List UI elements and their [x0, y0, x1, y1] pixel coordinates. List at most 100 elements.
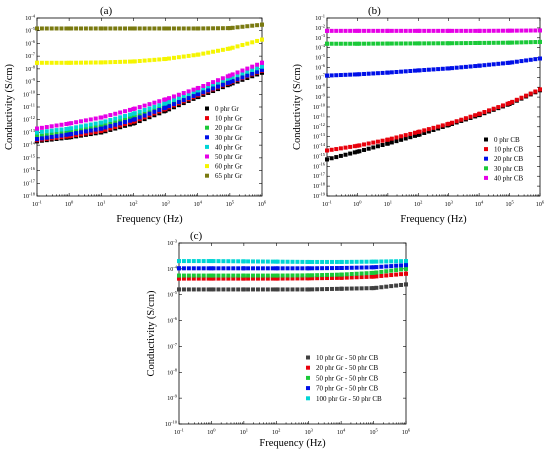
legend-marker — [484, 166, 488, 171]
data-point — [260, 276, 265, 281]
data-point — [394, 259, 399, 264]
data-point — [375, 28, 380, 33]
y-tick-label: 10-17 — [313, 172, 326, 181]
data-point — [364, 259, 369, 264]
data-point — [349, 275, 354, 280]
data-point — [385, 70, 390, 75]
data-point — [270, 273, 275, 278]
data-point — [221, 276, 226, 281]
data-point — [468, 41, 473, 46]
data-point — [127, 107, 132, 112]
data-point — [221, 287, 226, 292]
data-point — [157, 107, 162, 112]
data-point — [343, 152, 348, 157]
data-point — [412, 41, 417, 46]
data-point — [220, 26, 225, 31]
data-point — [394, 283, 399, 288]
x-tick-label: 103 — [305, 427, 314, 436]
data-point — [59, 26, 64, 31]
data-point — [371, 286, 376, 291]
legend-label: 10 phr Gr - 50 phr CB — [316, 354, 379, 362]
data-point — [412, 133, 417, 138]
data-point — [216, 287, 221, 292]
data-point — [250, 68, 255, 73]
data-point — [118, 110, 123, 115]
data-point — [260, 68, 264, 73]
data-point — [260, 266, 265, 271]
data-point — [241, 273, 246, 278]
data-point — [440, 28, 445, 33]
data-point — [325, 272, 330, 277]
data-point — [274, 287, 279, 292]
data-point — [459, 41, 464, 46]
data-point — [404, 282, 408, 287]
data-point — [152, 104, 157, 109]
y-tick-label: 10-16 — [23, 166, 36, 175]
data-point — [310, 287, 315, 292]
data-point — [290, 287, 295, 292]
data-point — [215, 84, 220, 89]
data-point — [245, 73, 250, 78]
data-point — [343, 72, 348, 77]
data-point — [463, 41, 468, 46]
data-point — [325, 157, 329, 162]
legend-label: 40 phr CB — [494, 174, 524, 182]
data-point — [329, 272, 334, 277]
data-point — [131, 106, 136, 111]
data-point — [230, 74, 235, 79]
data-point — [167, 104, 172, 109]
data-point — [334, 286, 339, 291]
data-point — [196, 276, 201, 281]
data-point — [514, 97, 519, 102]
x-tick-label: 10-1 — [32, 199, 42, 208]
data-point — [69, 60, 74, 65]
data-point — [533, 89, 538, 94]
data-point — [270, 259, 275, 264]
data-point — [265, 259, 270, 264]
data-point — [79, 132, 84, 137]
data-point — [306, 276, 311, 281]
legend-marker — [306, 365, 310, 370]
data-point — [152, 100, 157, 105]
data-point — [348, 144, 353, 149]
data-point — [260, 22, 264, 27]
data-point — [389, 140, 394, 145]
data-point — [431, 41, 436, 46]
data-point — [364, 286, 369, 291]
data-point — [404, 263, 408, 268]
y-tick-label: 10-6 — [25, 39, 35, 48]
y-tick-label: 10-4 — [315, 43, 325, 52]
data-point — [399, 134, 404, 139]
data-point — [482, 40, 487, 45]
data-point — [450, 41, 455, 46]
data-point — [325, 28, 329, 33]
data-point — [236, 259, 241, 264]
data-point — [206, 259, 211, 264]
data-point — [127, 26, 132, 31]
data-point — [422, 41, 427, 46]
data-point — [79, 128, 84, 133]
data-point — [306, 266, 311, 271]
data-point — [300, 287, 305, 292]
data-point — [93, 121, 98, 126]
data-point — [181, 259, 186, 264]
data-point — [211, 259, 216, 264]
data-point — [44, 135, 49, 140]
y-tick-label: 10-18 — [23, 191, 36, 200]
data-point — [225, 76, 230, 81]
data-point — [201, 51, 206, 56]
data-point — [295, 287, 300, 292]
data-point — [64, 60, 69, 65]
data-point — [88, 60, 93, 65]
data-point — [88, 122, 93, 127]
data-point — [209, 287, 214, 292]
series — [325, 56, 542, 78]
data-point — [251, 276, 256, 281]
data-point — [379, 269, 384, 274]
data-point — [93, 60, 98, 65]
x-tick-label: 104 — [337, 427, 346, 436]
data-point — [186, 287, 191, 292]
data-point — [176, 100, 181, 105]
data-point — [147, 111, 152, 116]
data-point — [306, 287, 311, 292]
